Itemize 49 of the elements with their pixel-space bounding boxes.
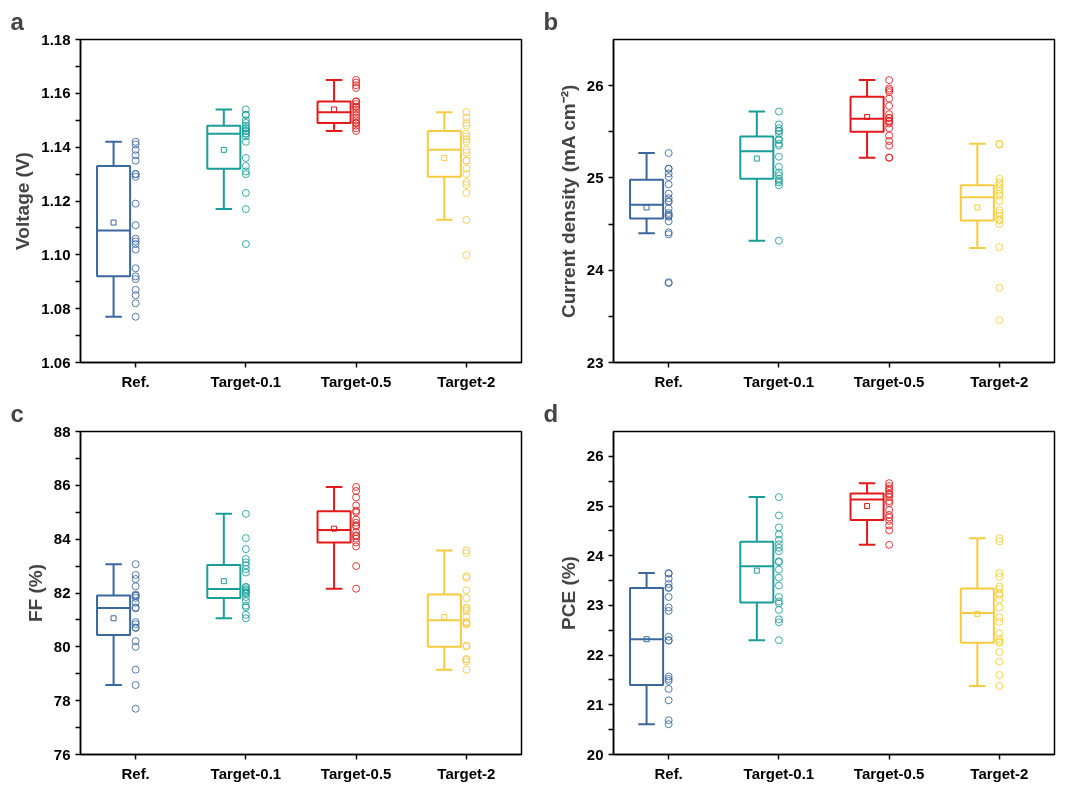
y-tick-label: 25 xyxy=(586,168,604,186)
y-tick-label: 78 xyxy=(53,691,71,709)
y-tick-label: 23 xyxy=(586,596,604,614)
x-tick-label: Target-2 xyxy=(970,372,1029,390)
x-tick-label: Ref. xyxy=(654,764,683,782)
y-tick-label: 1.16 xyxy=(41,84,71,102)
x-tick-label: Target-0.5 xyxy=(853,764,925,782)
chart-title: b xyxy=(543,7,559,35)
x-tick-label: Target-2 xyxy=(437,764,496,782)
x-tick-label: Target-0.1 xyxy=(743,372,815,390)
x-tick-label: Target-0.5 xyxy=(320,764,392,782)
y-tick-label: 80 xyxy=(53,637,71,655)
y-tick-label: 23 xyxy=(586,353,604,371)
y-tick-label: 26 xyxy=(586,76,604,94)
y-tick-label: 26 xyxy=(586,447,604,465)
y-tick-label: 22 xyxy=(586,646,604,664)
y-tick-label: 21 xyxy=(586,695,604,713)
y-tick-label: 1.12 xyxy=(41,192,71,209)
x-tick-label: Ref. xyxy=(121,764,150,782)
y-tick-label: 86 xyxy=(53,476,71,494)
y-axis-title: PCE (%) xyxy=(557,556,579,630)
y-axis-title: Current density (mA cm⁻²) xyxy=(557,84,579,319)
x-tick-label: Ref. xyxy=(654,372,683,390)
y-axis-title: FF (%) xyxy=(24,563,46,623)
y-tick-label: 1.18 xyxy=(41,30,71,48)
chart-title: c xyxy=(10,399,24,427)
x-tick-label: Target-0.5 xyxy=(853,372,925,390)
y-axis-title: Voltage (V) xyxy=(12,152,34,250)
x-tick-label: Target-2 xyxy=(970,764,1029,782)
chart-title: a xyxy=(10,7,25,35)
y-tick-label: 82 xyxy=(53,584,71,601)
y-tick-label: 24 xyxy=(586,261,605,279)
x-tick-label: Target-0.1 xyxy=(210,372,282,390)
y-tick-label: 20 xyxy=(586,745,604,763)
y-tick-label: 1.14 xyxy=(41,138,72,156)
y-tick-label: 1.06 xyxy=(41,353,71,371)
x-tick-label: Ref. xyxy=(121,372,150,390)
y-tick-label: 1.10 xyxy=(41,245,71,263)
y-tick-label: 24 xyxy=(586,546,605,564)
x-tick-label: Target-0.1 xyxy=(210,764,282,782)
y-tick-label: 76 xyxy=(53,745,71,763)
x-tick-label: Target-0.5 xyxy=(320,372,392,390)
chart-title: d xyxy=(543,399,559,427)
y-tick-label: 88 xyxy=(53,422,71,440)
x-tick-label: Target-2 xyxy=(437,372,496,390)
x-tick-label: Target-0.1 xyxy=(743,764,815,782)
y-tick-label: 84 xyxy=(53,530,72,548)
y-tick-label: 1.08 xyxy=(41,299,71,317)
y-tick-label: 25 xyxy=(586,497,604,515)
